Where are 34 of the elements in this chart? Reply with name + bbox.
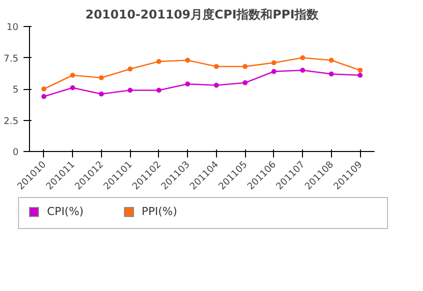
point: [271, 69, 276, 74]
point: [242, 64, 248, 69]
point: [185, 82, 190, 86]
point: [41, 94, 46, 99]
point: [70, 85, 76, 90]
legend-item: CPI(%): [29, 204, 84, 220]
point: [242, 80, 248, 86]
point: [328, 58, 334, 63]
legend-label: PPI(%): [142, 204, 178, 220]
y-tick-label: 7.5: [4, 53, 19, 64]
point: [70, 72, 76, 78]
y-tick-label: 2.5: [4, 116, 19, 127]
point: [98, 75, 104, 80]
point: [358, 72, 363, 78]
point: [214, 64, 219, 69]
point: [185, 58, 190, 63]
point: [271, 60, 276, 66]
point: [128, 88, 133, 93]
chart-title: 201010-201109月度CPI指数和PPI指数: [85, 8, 320, 22]
y-tick-label: 5: [12, 84, 19, 96]
point: [300, 55, 306, 60]
point: [41, 86, 46, 92]
legend-label: CPI(%): [47, 204, 84, 220]
point: [156, 59, 162, 64]
y-tick-label: 0: [12, 147, 19, 158]
point: [128, 66, 133, 72]
point: [214, 82, 219, 88]
legend-item: PPI(%): [124, 204, 178, 220]
point: [98, 92, 104, 96]
point: [300, 68, 306, 73]
point: [328, 72, 334, 76]
y-tick-label: 10: [6, 22, 19, 33]
point: [156, 88, 162, 93]
point: [358, 68, 363, 73]
